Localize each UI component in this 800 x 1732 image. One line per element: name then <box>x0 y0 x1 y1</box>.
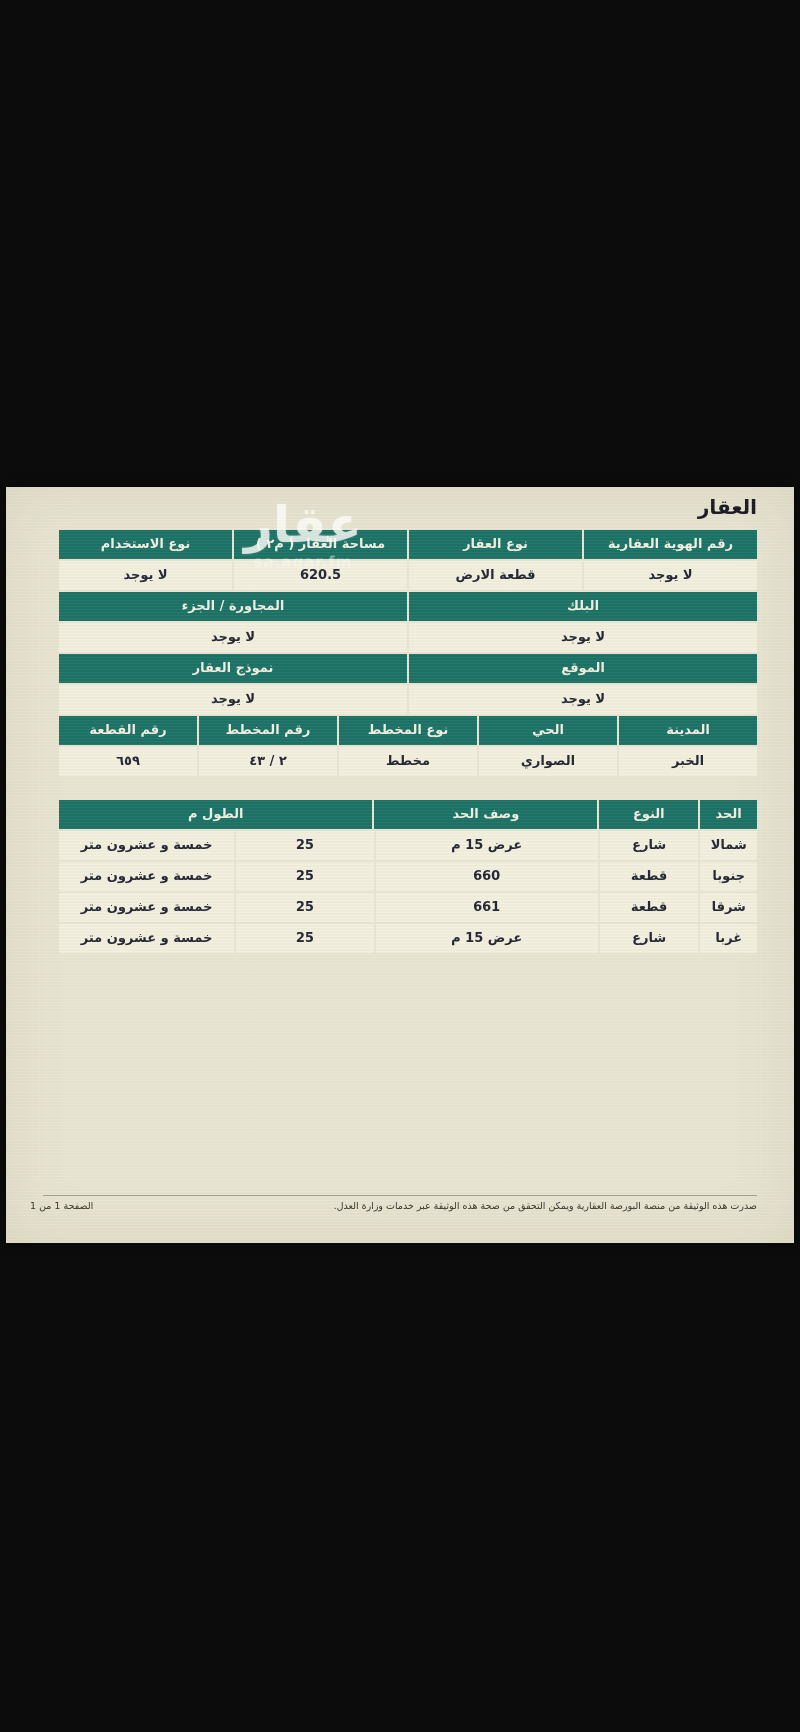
border-type-cell: قطعة <box>599 862 699 891</box>
border-length-number-cell: 25 <box>236 893 374 922</box>
header-plan-type: نوع المخطط <box>339 716 477 745</box>
border-length-text-cell: خمسة و عشرون متر <box>58 924 235 953</box>
header-parcel-number: رقم القطعة <box>59 716 197 745</box>
header-property-area: مساحة العقار ( م٢ ) <box>234 530 407 559</box>
header-neighbor-part: المجاورة / الجزء <box>59 592 407 621</box>
header-border: الحد <box>700 800 757 829</box>
border-type-cell: شارع <box>599 924 699 953</box>
value-property-id: لا يوجد <box>584 561 757 590</box>
border-length-text-cell: خمسة و عشرون متر <box>58 831 235 860</box>
border-row-north: شمالا شارع عرض 15 م 25 خمسة و عشرون متر <box>58 831 757 860</box>
property-value-row-1: لا يوجد قطعة الارض 620.5 لا يوجد <box>59 561 757 590</box>
page-footer: صدرت هذه الوثيقة من منصة البورصة العقاري… <box>30 1201 757 1212</box>
border-description-cell: 661 <box>375 893 598 922</box>
value-neighbor-part: لا يوجد <box>59 623 407 652</box>
property-table: رقم الهوية العقارية نوع العقار مساحة الع… <box>59 530 757 776</box>
border-type-cell: شارع <box>599 831 699 860</box>
value-block: لا يوجد <box>409 623 757 652</box>
border-direction-cell: جنوبا <box>700 862 757 891</box>
value-parcel-number: ٦٥٩ <box>59 747 197 776</box>
header-property-model: نموذج العقار <box>59 654 407 683</box>
footer-issuance-note: صدرت هذه الوثيقة من منصة البورصة العقاري… <box>333 1201 757 1212</box>
border-length-text-cell: خمسة و عشرون متر <box>58 862 235 891</box>
property-value-row-4: الخبر الصواري مخطط ٢ / ٤٣ ٦٥٩ <box>59 747 757 776</box>
footer-page-indicator: الصفحة 1 من 1 <box>30 1201 94 1212</box>
border-type-cell: قطعة <box>599 893 699 922</box>
property-header-row-3: الموقع نموذج العقار <box>59 654 757 683</box>
property-header-row-4: المدينة الحي نوع المخطط رقم المخطط رقم ا… <box>59 716 757 745</box>
value-plan-number: ٢ / ٤٣ <box>199 747 337 776</box>
property-value-row-3: لا يوجد لا يوجد <box>59 685 757 714</box>
border-row-west: غربا شارع عرض 15 م 25 خمسة و عشرون متر <box>58 924 757 953</box>
borders-table: الحد النوع وصف الحد الطول م شمالا شارع ع… <box>58 800 757 953</box>
border-description-cell: عرض 15 م <box>375 924 598 953</box>
property-document-page: العقار عقار sa.aqar.fm رقم الهوية العقار… <box>6 487 794 1243</box>
borders-header-row: الحد النوع وصف الحد الطول م <box>59 800 757 829</box>
border-length-number-cell: 25 <box>236 862 374 891</box>
footer-divider <box>43 1195 757 1196</box>
header-border-type: النوع <box>599 800 699 829</box>
header-property-type: نوع العقار <box>409 530 582 559</box>
header-property-id: رقم الهوية العقارية <box>584 530 757 559</box>
border-length-number-cell: 25 <box>236 831 374 860</box>
value-property-type: قطعة الارض <box>409 561 582 590</box>
property-header-row-2: البلك المجاورة / الجزء <box>59 592 757 621</box>
header-border-description: وصف الحد <box>374 800 598 829</box>
property-header-row-1: رقم الهوية العقارية نوع العقار مساحة الع… <box>59 530 757 559</box>
header-border-length: الطول م <box>59 800 373 829</box>
header-plan-number: رقم المخطط <box>199 716 337 745</box>
border-row-south: جنوبا قطعة 660 25 خمسة و عشرون متر <box>58 862 757 891</box>
value-property-model: لا يوجد <box>59 685 407 714</box>
header-location: الموقع <box>409 654 757 683</box>
border-direction-cell: شرقا <box>700 893 757 922</box>
value-plan-type: مخطط <box>339 747 477 776</box>
border-length-number-cell: 25 <box>236 924 374 953</box>
border-description-cell: 660 <box>375 862 598 891</box>
page-title: العقار <box>697 495 757 519</box>
header-block: البلك <box>409 592 757 621</box>
border-direction-cell: شمالا <box>700 831 757 860</box>
value-property-area: 620.5 <box>234 561 407 590</box>
border-row-east: شرقا قطعة 661 25 خمسة و عشرون متر <box>58 893 757 922</box>
header-district: الحي <box>479 716 617 745</box>
property-value-row-2: لا يوجد لا يوجد <box>59 623 757 652</box>
value-district: الصواري <box>479 747 617 776</box>
header-usage-type: نوع الاستخدام <box>59 530 232 559</box>
value-location: لا يوجد <box>409 685 757 714</box>
border-description-cell: عرض 15 م <box>375 831 598 860</box>
value-usage-type: لا يوجد <box>59 561 232 590</box>
header-city: المدينة <box>619 716 757 745</box>
border-direction-cell: غربا <box>700 924 757 953</box>
border-length-text-cell: خمسة و عشرون متر <box>58 893 235 922</box>
value-city: الخبر <box>619 747 757 776</box>
